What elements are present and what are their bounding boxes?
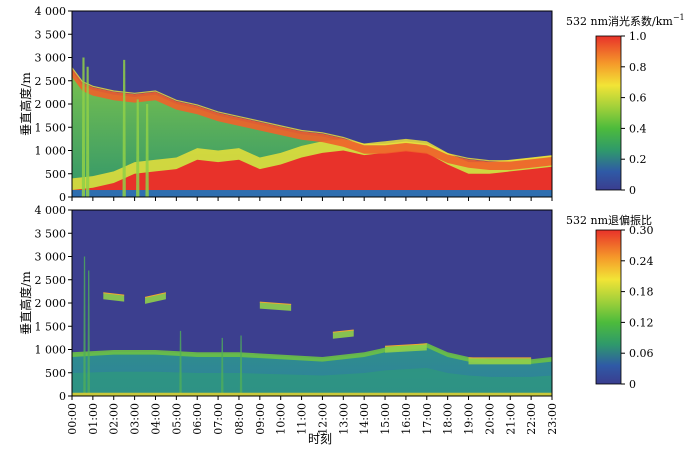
x-tick-label: 08:00 <box>233 403 246 435</box>
depolarization-colorbar: 532 nm退偏振比 0 0.06 0.12 0.18 0.24 0.30 <box>566 213 654 391</box>
vertical-plume <box>85 66 90 197</box>
y-tick-label: 1 500 <box>35 121 67 134</box>
colorbar-tick-label: 0.24 <box>629 255 654 268</box>
y-tick-label: 3 000 <box>35 251 67 264</box>
y-tick-label: 4 000 <box>35 5 67 18</box>
y-tick-label: 3 500 <box>35 227 67 240</box>
elevated-layer <box>468 357 532 365</box>
extinction-colorbar-title: 532 nm消光系数/km−1 <box>566 13 685 28</box>
depolarization-y-axis-title: 垂直高度/m <box>18 271 33 335</box>
y-tick-label: 1 000 <box>35 145 67 158</box>
extinction-colorbar: 532 nm消光系数/km−1 0 0.2 0.4 0.6 0.8 1.0 <box>566 13 685 197</box>
x-tick-label: 00:00 <box>66 403 79 435</box>
y-tick-label: 4 000 <box>35 204 67 217</box>
y-tick-label: 2 500 <box>35 75 67 88</box>
colorbar-tick-label: 0.6 <box>629 92 647 105</box>
elevated-layer-edge <box>332 329 354 333</box>
vertical-plume <box>179 330 182 396</box>
colorbar-tick-label: 0.2 <box>629 153 647 166</box>
depolarization-plot-area <box>72 210 552 396</box>
x-tick-label: 13:00 <box>337 403 350 435</box>
x-tick-label: 23:00 <box>546 403 559 435</box>
x-tick-label: 17:00 <box>421 403 434 435</box>
elevated-layer-edge <box>144 292 167 298</box>
elevated-layer-edge <box>385 343 427 347</box>
x-tick-label: 05:00 <box>170 403 183 435</box>
depolarization-axes: 0 500 1 000 1 500 2 000 2 500 3 000 3 500 4 000 0… <box>35 204 560 435</box>
x-tick-label: 10:00 <box>275 403 288 435</box>
elevated-layer-edge <box>259 301 292 305</box>
y-tick-label: 3 000 <box>35 52 67 65</box>
surface-band <box>72 392 552 396</box>
x-tick-label: 02:00 <box>108 403 121 435</box>
x-tick-label: 06:00 <box>191 403 204 435</box>
colorbar-tick-label: 0.4 <box>629 122 647 135</box>
mixed-layer-core <box>72 367 552 396</box>
vertical-plume <box>221 337 224 396</box>
y-tick-label: 2 000 <box>35 297 67 310</box>
y-tick-label: 500 <box>45 168 66 181</box>
vertical-plume <box>81 57 86 197</box>
layer-top-edge <box>72 67 552 162</box>
vertical-plume <box>122 59 126 197</box>
x-tick-label: 15:00 <box>379 403 392 435</box>
mixed-layer-top <box>72 342 552 364</box>
colorbar-tick-label: 0.18 <box>629 286 654 299</box>
x-tick-label: 12:00 <box>316 403 329 435</box>
x-tick-label: 04:00 <box>149 403 162 435</box>
y-tick-label: 1 000 <box>35 344 67 357</box>
x-tick-label: 14:00 <box>358 403 371 435</box>
colorbar-tick-label: 0.30 <box>629 224 654 237</box>
y-tick-label: 2 000 <box>35 98 67 111</box>
vertical-plume <box>145 104 149 197</box>
time-axis-title: 时刻 <box>308 432 332 446</box>
vertical-plume <box>239 335 243 396</box>
x-tick-label: 19:00 <box>463 403 476 435</box>
x-tick-label: 03:00 <box>129 403 142 435</box>
high-extinction-layer <box>72 150 552 197</box>
x-tick-label: 20:00 <box>483 403 496 435</box>
x-tick-label: 21:00 <box>504 403 517 435</box>
vertical-plume <box>87 270 90 396</box>
extinction-plot-area <box>72 11 552 197</box>
x-tick-label: 11:00 <box>296 403 309 435</box>
vertical-plume <box>136 99 140 197</box>
colorbar-tick-label: 0.12 <box>629 316 654 329</box>
extinction-colorbar-gradient <box>595 35 622 191</box>
colorbar-tick-label: 0.8 <box>629 61 647 74</box>
x-tick-label: 01:00 <box>87 403 100 435</box>
y-tick-label: 3 500 <box>35 28 67 41</box>
depolarization-panel: 0 500 1 000 1 500 2 000 2 500 3 000 3 500 4 000 0… <box>18 204 559 446</box>
x-tick-label: 09:00 <box>254 403 267 435</box>
y-tick-label: 500 <box>45 367 66 380</box>
colorbar-tick-label: 0 <box>629 378 636 391</box>
extinction-y-axis-title: 垂直高度/m <box>18 72 33 136</box>
y-tick-label: 2 500 <box>35 274 67 287</box>
elevated-layer <box>145 292 166 304</box>
vertical-plume <box>83 256 86 396</box>
colorbar-tick-label: 0 <box>629 184 636 197</box>
y-tick-label: 0 <box>59 390 66 403</box>
x-tick-label: 18:00 <box>442 403 455 435</box>
x-tick-label: 22:00 <box>525 403 538 435</box>
y-tick-label: 1 500 <box>35 320 67 333</box>
colorbar-tick-label: 1.0 <box>629 30 647 43</box>
extinction-axes: 0 500 1 000 1 500 2 000 2 500 3 000 3 500 4 000 <box>35 5 553 204</box>
depolarization-colorbar-title: 532 nm退偏振比 <box>566 213 652 227</box>
x-tick-label: 16:00 <box>400 403 413 435</box>
y-tick-label: 0 <box>59 191 66 204</box>
depolarization-colorbar-gradient <box>595 229 622 385</box>
elevated-layer-edge <box>103 292 125 296</box>
surface-band <box>72 190 552 197</box>
colorbar-tick-label: 0.06 <box>629 347 654 360</box>
x-tick-label: 07:00 <box>212 403 225 435</box>
